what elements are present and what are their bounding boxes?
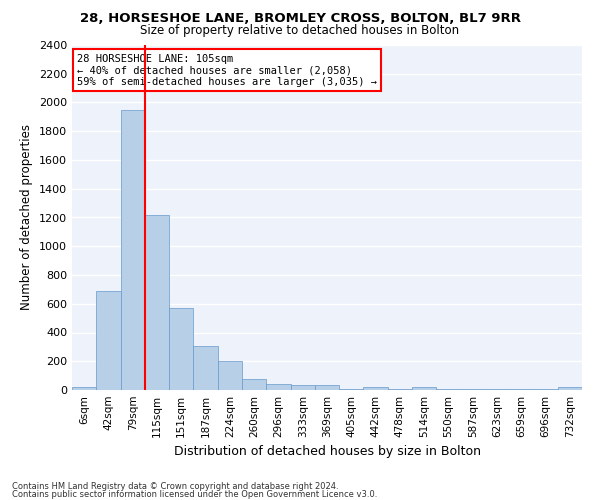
Bar — [558, 387, 582, 390]
X-axis label: Distribution of detached houses by size in Bolton: Distribution of detached houses by size … — [173, 446, 481, 458]
Y-axis label: Number of detached properties: Number of detached properties — [20, 124, 34, 310]
Text: Contains public sector information licensed under the Open Government Licence v3: Contains public sector information licen… — [12, 490, 377, 499]
Bar — [145, 214, 169, 390]
Bar — [290, 385, 315, 390]
Text: Size of property relative to detached houses in Bolton: Size of property relative to detached ho… — [140, 24, 460, 37]
Bar — [72, 387, 96, 390]
Bar — [193, 346, 218, 390]
Text: 28, HORSESHOE LANE, BROMLEY CROSS, BOLTON, BL7 9RR: 28, HORSESHOE LANE, BROMLEY CROSS, BOLTO… — [79, 12, 521, 26]
Bar — [96, 291, 121, 390]
Bar — [266, 384, 290, 390]
Text: 28 HORSESHOE LANE: 105sqm
← 40% of detached houses are smaller (2,058)
59% of se: 28 HORSESHOE LANE: 105sqm ← 40% of detac… — [77, 54, 377, 87]
Bar — [315, 385, 339, 390]
Bar — [412, 387, 436, 390]
Text: Contains HM Land Registry data © Crown copyright and database right 2024.: Contains HM Land Registry data © Crown c… — [12, 482, 338, 491]
Bar — [242, 378, 266, 390]
Bar — [364, 387, 388, 390]
Bar — [169, 308, 193, 390]
Bar — [218, 361, 242, 390]
Bar — [121, 110, 145, 390]
